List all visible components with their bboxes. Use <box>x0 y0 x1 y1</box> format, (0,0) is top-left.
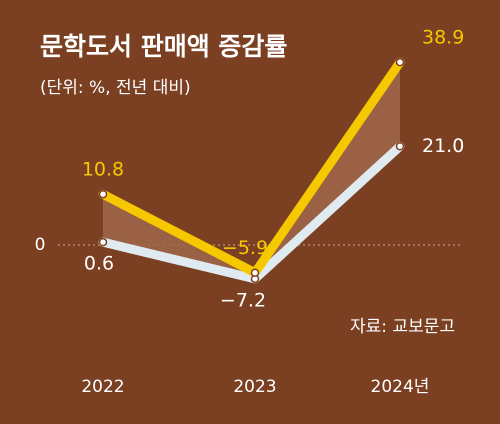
value-label: 21.0 <box>422 135 464 157</box>
point <box>250 268 260 277</box>
x-tick-label: 2023 <box>233 377 276 397</box>
x-tick-label: 2022 <box>81 377 124 397</box>
y-tick-label: 0 <box>35 235 46 255</box>
value-label: −5.9 <box>222 237 268 259</box>
source: 자료: 교보문고 <box>350 317 455 337</box>
point <box>395 57 405 67</box>
value-label: 0.6 <box>84 253 114 275</box>
value-label: 38.9 <box>422 27 464 49</box>
point <box>98 237 108 247</box>
value-label: −7.2 <box>220 289 266 311</box>
chart-title: 문학도서 판매액 증감률 <box>40 32 287 61</box>
point <box>395 142 405 151</box>
chart-subtitle: (단위: %, 전년 대비) <box>40 78 191 98</box>
point <box>98 189 108 199</box>
gap-band <box>103 62 400 279</box>
value-label: 10.8 <box>82 159 124 181</box>
x-tick-label: 2024년 <box>371 377 430 397</box>
